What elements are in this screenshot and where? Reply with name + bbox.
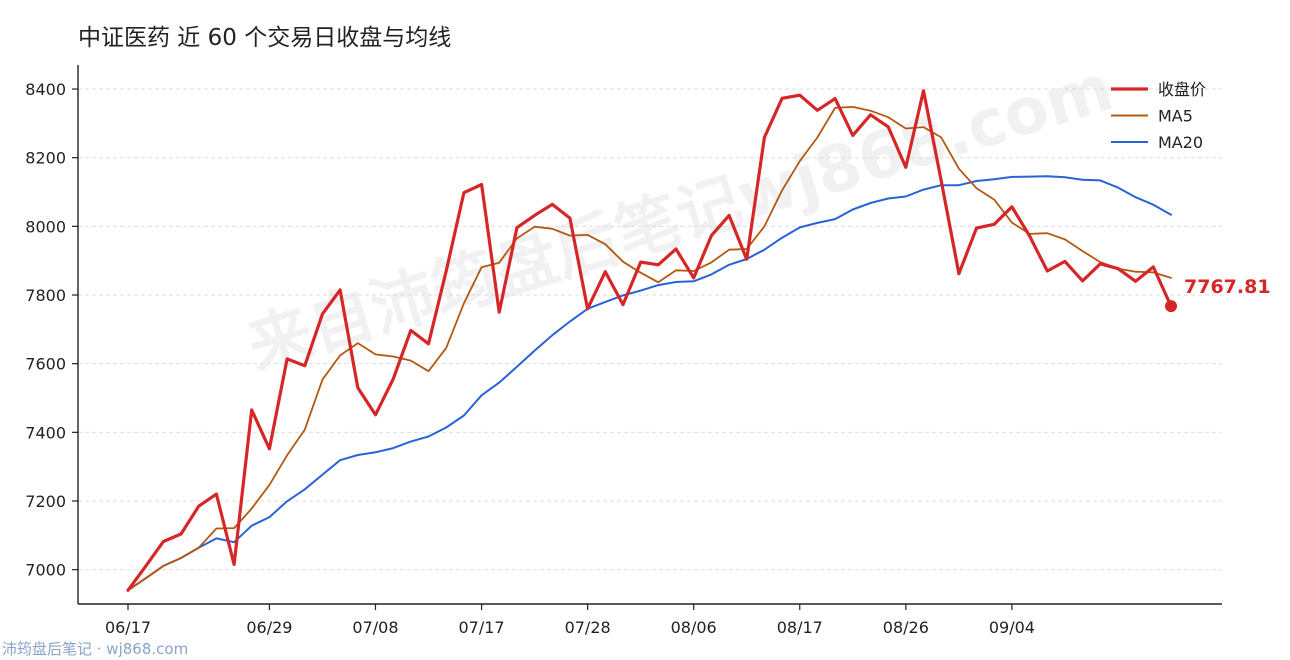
x-tick-label: 09/04 (989, 618, 1035, 637)
y-tick-label: 8400 (25, 80, 66, 99)
y-tick-label: 8000 (25, 217, 66, 236)
y-tick-label: 7000 (25, 561, 66, 580)
x-tick-label: 08/17 (777, 618, 823, 637)
y-axis-ticks: 7000 7200 7400 7600 7800 8000 8200 8400 (25, 80, 78, 580)
last-value-dot (1165, 300, 1177, 313)
x-tick-label: 08/26 (883, 618, 929, 637)
close-price-line (126, 89, 1173, 592)
y-tick-label: 7600 (25, 355, 66, 374)
y-tick-label: 8200 (25, 149, 66, 168)
chart-title: 中证医药 近 60 个交易日收盘与均线 (78, 25, 452, 51)
legend-label: MA5 (1158, 107, 1193, 126)
x-tick-label: 06/17 (105, 618, 151, 637)
last-value-label: 7767.81 (1184, 276, 1271, 298)
last-value-marker: 7767.81 (1165, 276, 1271, 313)
legend-label: MA20 (1158, 133, 1203, 152)
y-tick-label: 7200 (25, 492, 66, 511)
x-tick-label: 08/06 (671, 618, 717, 637)
ma20-line (127, 175, 1172, 592)
legend-label: 收盘价 (1158, 80, 1206, 99)
legend: 收盘价 MA5 MA20 (1111, 80, 1206, 152)
x-tick-label: 07/08 (352, 618, 398, 637)
x-tick-label: 07/17 (459, 618, 505, 637)
x-axis-ticks: 06/17 06/29 07/08 07/17 07/28 08/06 08/17 08/26… (105, 604, 1035, 637)
series-lines (126, 89, 1173, 592)
y-tick-label: 7800 (25, 286, 66, 305)
grid-lines (78, 88, 1222, 571)
x-tick-label: 06/29 (246, 618, 292, 637)
footer-credit: 沛筠盘后笔记 · wj868.com (2, 640, 189, 658)
ma5-line (127, 106, 1172, 592)
axes (77, 65, 1222, 605)
x-tick-label: 07/28 (565, 618, 611, 637)
y-tick-label: 7400 (25, 423, 66, 442)
